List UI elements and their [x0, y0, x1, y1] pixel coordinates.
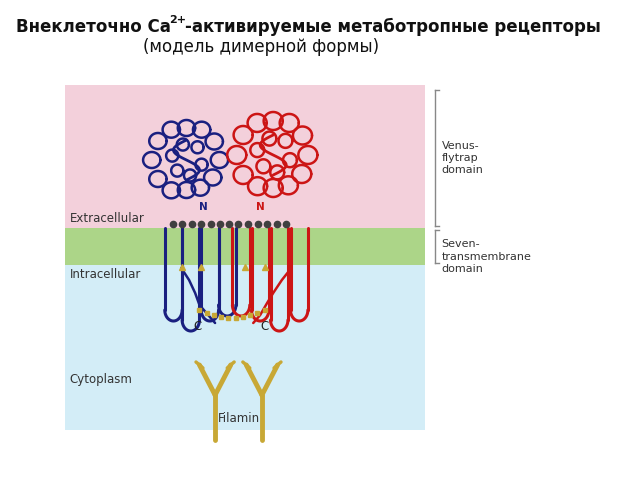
Text: Extracellular: Extracellular [69, 212, 144, 225]
Bar [65, 265, 425, 430]
Text: Venus-
flytrap
domain: Venus- flytrap domain [442, 141, 483, 175]
Text: (модель димерной формы): (модель димерной формы) [143, 38, 379, 56]
Text: Cytoplasm: Cytoplasm [69, 373, 132, 386]
Text: 2+: 2+ [169, 15, 186, 25]
Bar [65, 85, 425, 228]
Text: C: C [193, 321, 201, 334]
Text: Intracellular: Intracellular [69, 268, 141, 281]
Text: C: C [260, 321, 268, 334]
Bar [65, 228, 425, 265]
Text: N: N [198, 202, 207, 212]
Text: Внеклеточно Ca: Внеклеточно Ca [15, 18, 170, 36]
Text: -активируемые метаботропные рецепторы: -активируемые метаботропные рецепторы [185, 18, 600, 36]
Text: Seven-
transmembrane
domain: Seven- transmembrane domain [442, 239, 531, 274]
Text: N: N [256, 202, 264, 212]
Text: Filamin: Filamin [218, 412, 260, 425]
